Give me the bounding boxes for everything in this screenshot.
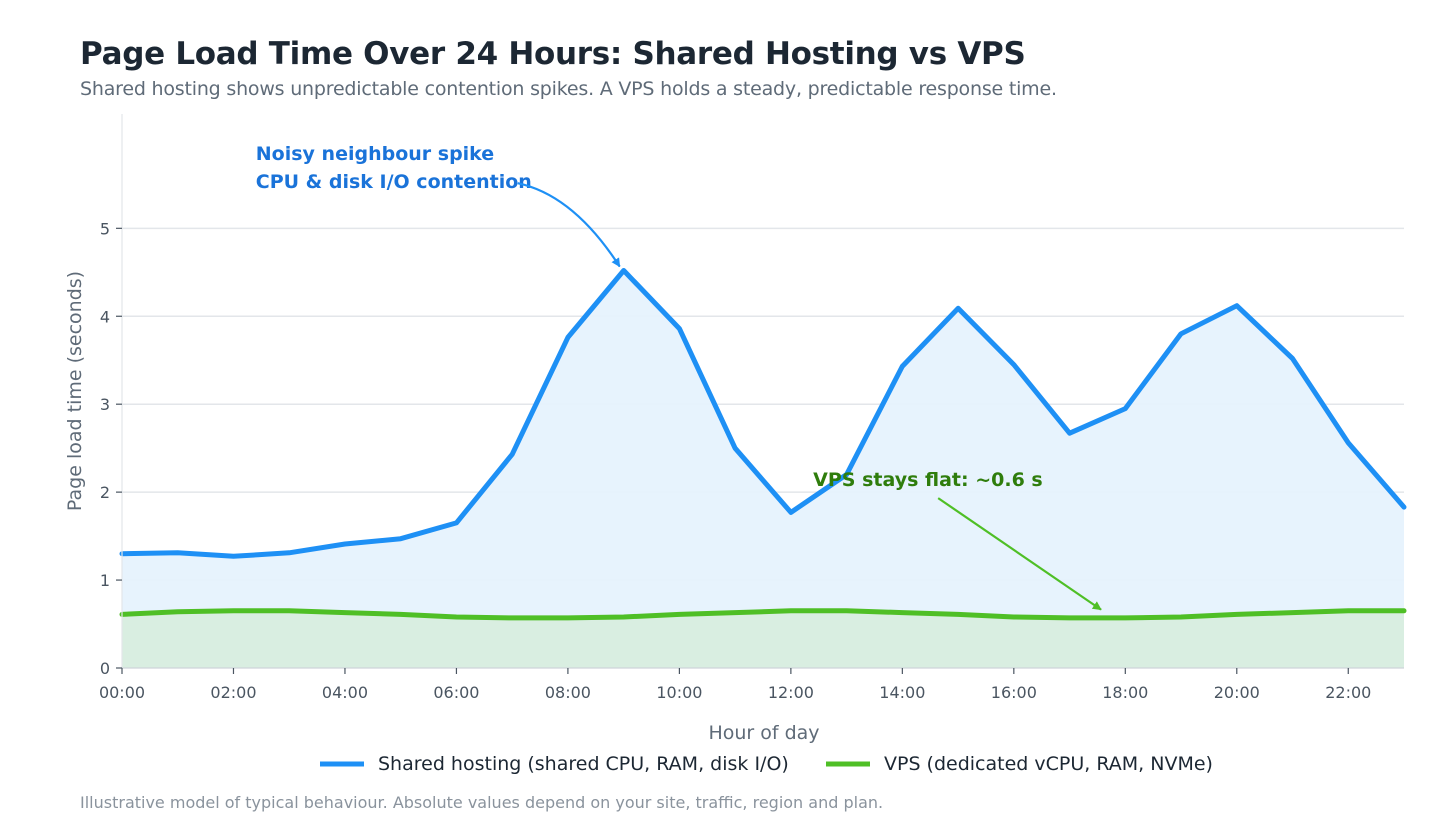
x-tick-label-16: 16:00: [991, 683, 1037, 702]
annotation-arrow-1: [937, 497, 1102, 611]
line-series-0: [119, 268, 1407, 559]
annotations: Noisy neighbour spike CPU & disk I/O cont…: [256, 143, 1102, 611]
legend-label-0: Shared hosting (shared CPU, RAM, disk I/…: [378, 753, 789, 775]
chart-footnote: Illustrative model of typical behaviour.…: [80, 793, 884, 812]
x-tick-label-20: 20:00: [1214, 683, 1260, 702]
axes: 0 1 2 3 4 5 00:00 02:00 04:00 06:00 08:00 10:00 12:0…: [64, 114, 1404, 744]
series-lines: [119, 268, 1407, 621]
x-tick-label-10: 10:00: [656, 683, 702, 702]
area-series-1: [122, 610, 1404, 668]
y-axis-label: Page load time (seconds): [64, 271, 86, 511]
area-series-0: [122, 270, 1404, 668]
legend: Shared hosting (shared CPU, RAM, disk I/…: [320, 753, 1213, 775]
x-axis-label: Hour of day: [708, 722, 819, 744]
line-series-1: [119, 608, 1407, 621]
annotation-arrow-0: [517, 182, 621, 268]
y-tick-label-4: 4: [100, 307, 110, 326]
y-tick-label-5: 5: [100, 219, 110, 238]
x-tick-label-0: 00:00: [99, 683, 145, 702]
chart-svg: 0 1 2 3 4 5 00:00 02:00 04:00 06:00 08:00 10:00 12:0…: [64, 114, 1407, 775]
annotation-1-line-0: VPS stays flat: ~0.6 s: [813, 469, 1043, 491]
annotation-0-line-0: Noisy neighbour spike: [256, 143, 494, 165]
x-tick-label-2: 02:00: [210, 683, 256, 702]
y-tick-label-0: 0: [100, 659, 110, 678]
x-tick-label-4: 04:00: [322, 683, 368, 702]
x-tick-label-8: 08:00: [545, 683, 591, 702]
y-tick-label-1: 1: [100, 571, 110, 590]
x-tick-label-14: 14:00: [879, 683, 925, 702]
chart-subtitle: Shared hosting shows unpredictable conte…: [80, 78, 1057, 100]
x-tick-label-18: 18:00: [1102, 683, 1148, 702]
x-tick-label-12: 12:00: [768, 683, 814, 702]
legend-label-1: VPS (dedicated vCPU, RAM, NVMe): [884, 753, 1213, 775]
x-tick-label-6: 06:00: [433, 683, 479, 702]
y-tick-label-3: 3: [100, 395, 110, 414]
y-tick-label-2: 2: [100, 483, 110, 502]
chart-title: Page Load Time Over 24 Hours: Shared Hos…: [80, 36, 1026, 72]
series-areas: [122, 270, 1404, 668]
annotation-0-line-1: CPU & disk I/O contention: [256, 171, 532, 193]
x-tick-label-22: 22:00: [1325, 683, 1371, 702]
